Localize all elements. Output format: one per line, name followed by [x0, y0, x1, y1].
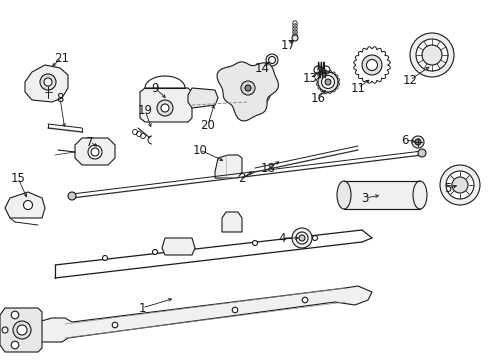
Ellipse shape: [336, 181, 350, 209]
Circle shape: [312, 235, 317, 240]
Polygon shape: [215, 155, 242, 178]
Circle shape: [411, 136, 423, 148]
Text: 12: 12: [402, 73, 417, 86]
Text: 7: 7: [86, 135, 94, 149]
Polygon shape: [5, 192, 45, 218]
Polygon shape: [222, 212, 242, 232]
Text: 21: 21: [54, 51, 69, 64]
Circle shape: [295, 232, 307, 244]
Polygon shape: [0, 308, 42, 352]
Polygon shape: [140, 88, 192, 122]
Circle shape: [421, 45, 441, 65]
Circle shape: [13, 321, 31, 339]
Circle shape: [152, 249, 157, 255]
Polygon shape: [25, 65, 68, 102]
Circle shape: [268, 57, 275, 63]
Text: 17: 17: [280, 39, 295, 51]
Polygon shape: [217, 62, 278, 121]
Ellipse shape: [412, 181, 426, 209]
Circle shape: [366, 59, 377, 71]
Circle shape: [321, 76, 334, 89]
Circle shape: [451, 177, 467, 193]
Circle shape: [88, 145, 102, 159]
Text: 8: 8: [56, 91, 63, 104]
Circle shape: [317, 72, 337, 92]
Circle shape: [325, 79, 330, 85]
Circle shape: [291, 228, 311, 248]
Circle shape: [445, 171, 473, 199]
Circle shape: [102, 256, 107, 261]
Circle shape: [44, 78, 52, 86]
Circle shape: [291, 35, 297, 41]
Text: 15: 15: [11, 171, 25, 185]
Circle shape: [265, 54, 278, 66]
Polygon shape: [35, 286, 371, 342]
Text: 3: 3: [361, 192, 368, 204]
Text: 4: 4: [278, 231, 285, 244]
Text: 18: 18: [260, 162, 275, 175]
Circle shape: [415, 39, 447, 71]
Text: 14: 14: [254, 62, 269, 75]
Text: 10: 10: [192, 144, 207, 157]
Circle shape: [298, 235, 305, 241]
Polygon shape: [187, 88, 218, 108]
Text: 16: 16: [310, 91, 325, 104]
Circle shape: [157, 100, 173, 116]
Text: 6: 6: [401, 134, 408, 147]
Text: 11: 11: [350, 81, 365, 94]
Circle shape: [68, 192, 76, 200]
Circle shape: [17, 325, 27, 335]
Polygon shape: [343, 181, 419, 209]
Circle shape: [302, 297, 307, 303]
Circle shape: [414, 139, 420, 145]
Circle shape: [244, 85, 250, 91]
Circle shape: [23, 201, 32, 210]
Polygon shape: [75, 138, 115, 165]
Circle shape: [2, 327, 8, 333]
Circle shape: [252, 240, 257, 246]
Text: 9: 9: [151, 81, 159, 94]
Polygon shape: [162, 238, 195, 255]
Circle shape: [161, 104, 169, 112]
Text: 13: 13: [302, 72, 317, 85]
Circle shape: [40, 74, 56, 90]
Text: 5: 5: [444, 181, 451, 194]
Circle shape: [409, 33, 453, 77]
Text: 20: 20: [200, 118, 215, 131]
Text: 1: 1: [138, 302, 145, 315]
Circle shape: [11, 341, 19, 349]
Circle shape: [241, 81, 254, 95]
Text: 2: 2: [238, 171, 245, 185]
Circle shape: [11, 311, 19, 319]
Text: 19: 19: [137, 104, 152, 117]
Circle shape: [361, 55, 381, 75]
Circle shape: [232, 307, 237, 313]
Circle shape: [439, 165, 479, 205]
Circle shape: [417, 149, 425, 157]
Circle shape: [112, 322, 118, 328]
